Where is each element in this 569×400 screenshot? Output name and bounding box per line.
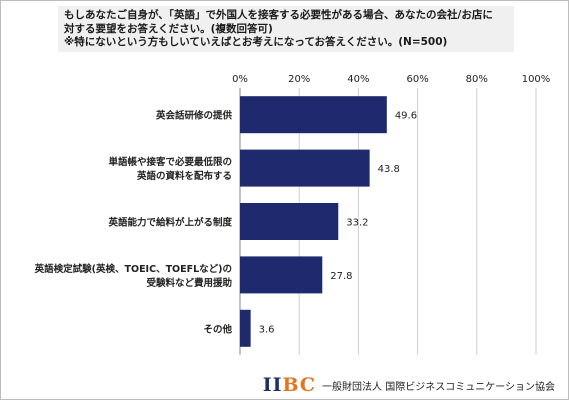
data-label: 3.6 <box>259 324 275 335</box>
x-tick-label: 20% <box>288 74 310 85</box>
x-tick-label: 100% <box>522 74 551 85</box>
x-tick-label: 60% <box>406 74 428 85</box>
x-tick-label: 40% <box>347 74 369 85</box>
x-tick-label: 0% <box>232 74 248 85</box>
category-label: 英会話研修の提供 <box>156 110 233 122</box>
question-line-2: 対する要望をお答えください。(複数回答可) <box>64 22 273 35</box>
category-label: その他 <box>203 323 232 335</box>
bar <box>240 309 251 347</box>
question-line-3: ※特にないという方もしいていえばとお考えになってお答えください。(N=500) <box>64 36 448 48</box>
category-label: 英語の資料を配布する <box>137 170 232 182</box>
bar <box>240 256 323 294</box>
bar <box>240 149 370 187</box>
category-label: 英語検定試験(英検、TOEIC、TOEFLなど)の <box>35 263 232 275</box>
iibc-logo: II BC <box>262 374 317 396</box>
data-label: 49.6 <box>395 111 417 122</box>
bar <box>240 96 387 134</box>
data-label: 27.8 <box>330 271 352 282</box>
footer: II BC 一般財団法人 国際ビジネスコミュニケーション協会 <box>263 376 555 395</box>
question-line-1: もしあなたご自身が、「英語」で外国人を接客する必要性がある場合、あなたの会社/お… <box>64 9 493 21</box>
x-tick-label: 80% <box>466 74 488 85</box>
question-box: もしあなたご自身が、「英語」で外国人を接客する必要性がある場合、あなたの会社/お… <box>58 6 514 52</box>
organization-name: 一般財団法人 国際ビジネスコミュニケーション協会 <box>322 382 555 393</box>
data-label: 43.8 <box>378 164 400 175</box>
bar <box>240 203 339 240</box>
data-label: 33.2 <box>346 218 368 229</box>
category-label: 英語能力で給料が上がる制度 <box>108 217 232 229</box>
category-label: 受験料など費用援助 <box>146 277 232 289</box>
category-label: 単語帳や接客で必要最低限の <box>108 156 232 168</box>
